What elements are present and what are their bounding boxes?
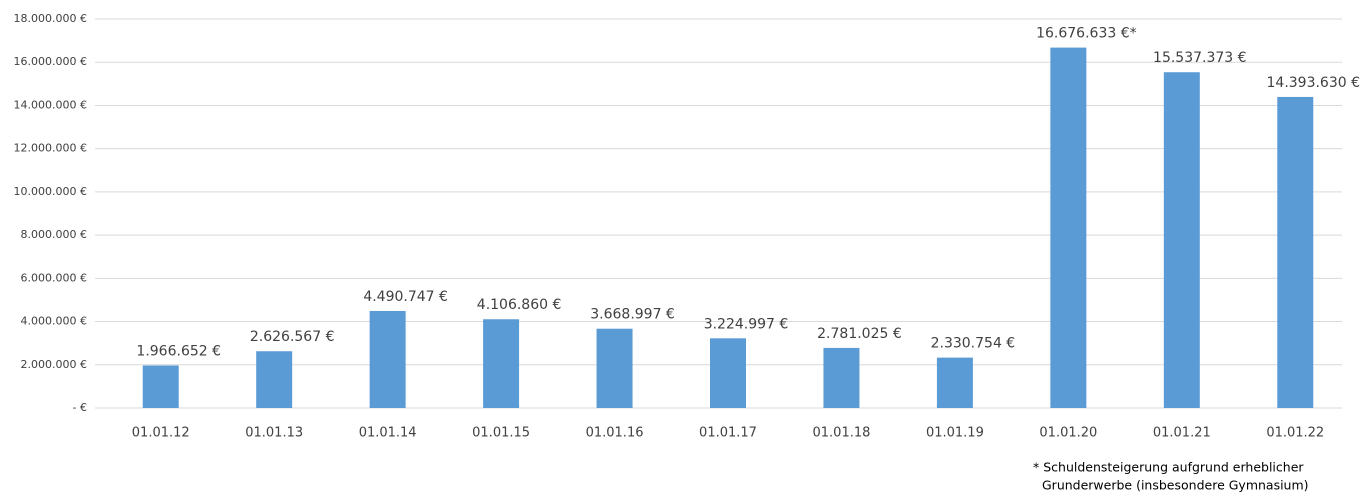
bar — [710, 338, 746, 408]
y-tick-label: 6.000.000 € — [21, 271, 87, 284]
bar — [936, 357, 973, 408]
bar — [142, 365, 179, 408]
x-tick-label: 01.01.12 — [132, 426, 190, 441]
annotation: * Schuldensteigerung aufgrund erhebliche… — [1033, 460, 1304, 475]
bar — [1050, 47, 1087, 409]
x-tick-label: 01.01.15 — [472, 426, 530, 441]
x-tick-label: 01.01.18 — [813, 426, 871, 441]
x-tick-label: 01.01.17 — [699, 426, 757, 441]
value-label: 2.330.754 € — [931, 336, 1016, 352]
x-tick-label: 01.01.22 — [1266, 426, 1324, 441]
y-tick-label: 4.000.000 € — [21, 315, 87, 328]
y-tick-label: 16.000.000 € — [14, 55, 87, 68]
x-tick-label: 01.01.19 — [926, 426, 984, 441]
bar — [1277, 96, 1314, 409]
bar — [369, 310, 406, 408]
y-tick-label: 12.000.000 € — [14, 142, 87, 155]
bar — [256, 351, 293, 408]
x-tick-label: 01.01.21 — [1153, 426, 1211, 441]
y-tick-label: - € — [73, 401, 87, 414]
x-tick-label: 01.01.16 — [586, 426, 644, 441]
value-label: 1.966.652 € — [136, 343, 221, 359]
y-tick-label: 8.000.000 € — [21, 228, 87, 241]
bar — [596, 328, 633, 408]
value-label: 3.224.997 € — [704, 316, 789, 332]
value-label: 16.676.633 €* — [1036, 26, 1137, 42]
value-label: 2.626.567 € — [250, 329, 335, 345]
x-tick-label: 01.01.14 — [359, 426, 417, 441]
value-label: 15.537.373 € — [1153, 50, 1247, 66]
bar — [483, 319, 520, 408]
y-tick-label: 14.000.000 € — [14, 98, 87, 111]
value-label: 3.668.997 € — [590, 307, 675, 323]
annotation: Grunderwerbe (insbesondere Gymnasium) — [1042, 478, 1309, 493]
y-tick-label: 2.000.000 € — [21, 358, 87, 371]
value-label: 4.490.747 € — [363, 289, 448, 305]
value-label: 2.781.025 € — [817, 326, 902, 342]
y-tick-label: 10.000.000 € — [14, 185, 87, 198]
value-label: 14.393.630 € — [1267, 75, 1361, 91]
bar — [1163, 72, 1200, 409]
bar — [823, 347, 860, 408]
y-tick-label: 18.000.000 € — [14, 12, 87, 25]
x-tick-label: 01.01.20 — [1039, 426, 1097, 441]
value-label: 4.106.860 € — [477, 297, 562, 313]
x-tick-label: 01.01.13 — [245, 426, 303, 441]
